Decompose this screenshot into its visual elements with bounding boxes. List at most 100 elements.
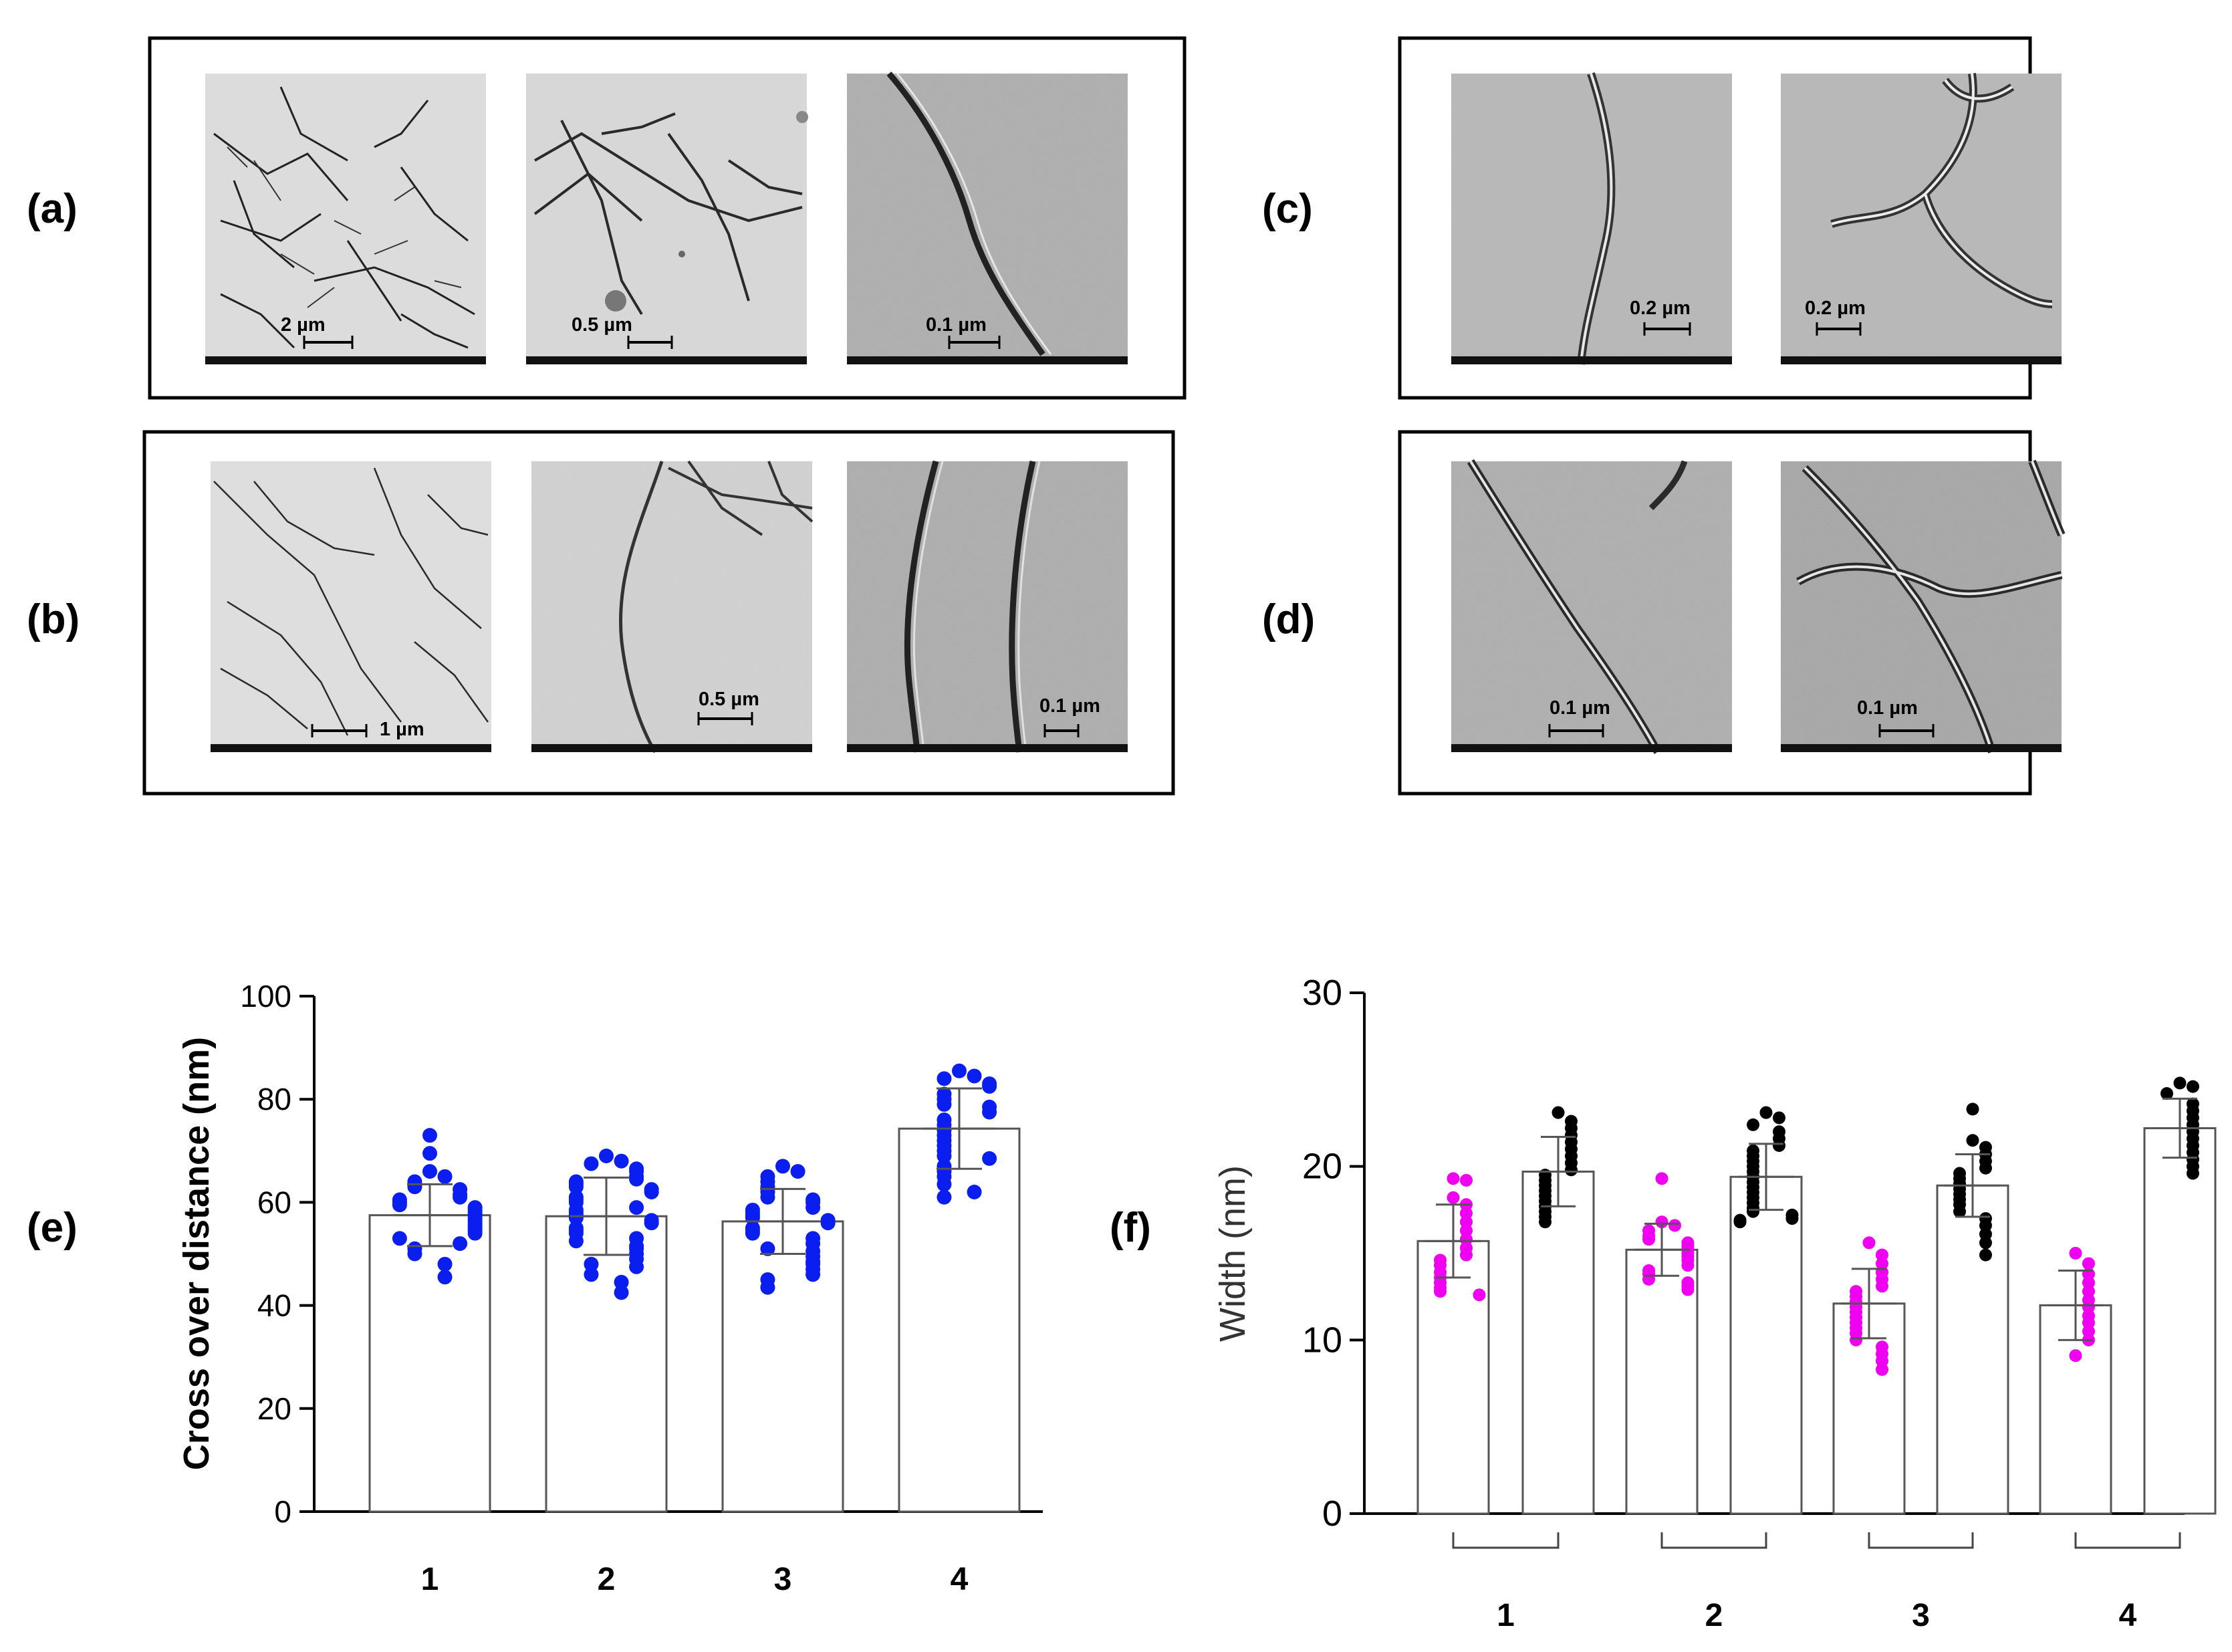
chart-e-point (967, 1068, 982, 1084)
scale-bar-a1: 2 µm (281, 314, 326, 336)
chart-e-point (614, 1285, 629, 1300)
chart-f-point (2082, 1285, 2095, 1298)
chart-e-y-label: Cross over distance (nm) (176, 1037, 217, 1470)
chart-f-point (1772, 1111, 1785, 1125)
chart-f-point (2082, 1257, 2095, 1270)
chart-e-y-tick-label: 60 (257, 1185, 291, 1219)
chart-f-point (1850, 1333, 1863, 1346)
chart-f-point (1979, 1161, 1992, 1175)
chart-e-point (644, 1215, 659, 1231)
chart-f-point (1979, 1236, 1992, 1250)
chart-e-point (422, 1128, 437, 1143)
chart-e-bar (545, 1215, 668, 1513)
chart-f-point (1552, 1106, 1565, 1119)
panel-b-frame (142, 430, 1175, 796)
chart-f-point (1447, 1191, 1460, 1204)
chart-e-point (820, 1215, 836, 1231)
chart-e-point (982, 1078, 997, 1094)
chart-f-y-tick-label: 0 (1322, 1494, 1342, 1534)
micrograph-d2: 0.1 µm (1781, 459, 2066, 753)
chart-e-point (967, 1184, 982, 1199)
chart-e-error-bar (570, 1176, 643, 1256)
chart-f-point (1979, 1219, 1992, 1232)
chart-e-point (937, 1096, 952, 1112)
chart-f-group-bracket (1660, 1532, 1767, 1549)
chart-f-point (1772, 1139, 1785, 1153)
chart-f-error-bar (1634, 1222, 1690, 1277)
chart-f-point (1681, 1283, 1695, 1296)
chart-f-error-bar (1530, 1136, 1586, 1207)
chart-f-point (1966, 1134, 1979, 1147)
chart-f-point (1979, 1227, 1992, 1241)
chart-f-point (1459, 1233, 1473, 1246)
chart-e-point (407, 1246, 422, 1262)
chart-f-group-bracket (2074, 1532, 2181, 1549)
chart-e-point (644, 1184, 659, 1199)
chart-e-category-label: 4 (951, 1562, 969, 1597)
chart-f-point (1733, 1215, 1747, 1229)
chart-f-point (1539, 1215, 1552, 1229)
micrograph-b1: 1 µm (211, 461, 491, 752)
chart-e-bar (898, 1127, 1021, 1513)
chart-f-point (1459, 1173, 1473, 1187)
chart-f-bar (1936, 1184, 2009, 1515)
micrograph-c2: 0.2 µm (1781, 73, 2062, 364)
scale-bar-c2: 0.2 µm (1805, 298, 1866, 319)
chart-f-point (1655, 1172, 1668, 1185)
chart-f-point (1875, 1363, 1888, 1376)
chart-f-point (2082, 1324, 2095, 1338)
chart-f-point (1668, 1219, 1681, 1232)
chart-f-point (2082, 1276, 2095, 1290)
chart-e-point (790, 1164, 805, 1179)
chart-f-point (1785, 1212, 1799, 1225)
chart-f-error-bar (1425, 1203, 1481, 1279)
chart-f-y-tick-label: 30 (1302, 973, 1342, 1013)
chart-f-point (1747, 1205, 1760, 1218)
chart-f-point (2069, 1247, 2082, 1260)
chart-e-point (629, 1171, 644, 1187)
micrograph-a2: 0.5 µm (526, 74, 808, 364)
chart-f-point (2082, 1300, 2095, 1314)
chart-e-error-bar (393, 1183, 467, 1248)
chart-e-y-tick-label: 100 (240, 979, 291, 1014)
scale-bar-a2: 0.5 µm (572, 314, 632, 336)
chart-f-bar (2143, 1127, 2217, 1515)
chart-f-point (1459, 1224, 1473, 1237)
chart-e-point (453, 1236, 468, 1252)
chart-e-point (568, 1210, 584, 1225)
scale-bar-d1: 0.1 µm (1549, 697, 1610, 719)
chart-e-error-bar (922, 1087, 996, 1170)
scale-bar-a3: 0.1 µm (926, 314, 987, 336)
chart-f: Width (nm) 0 10 20 30 1 2 3 4 (1213, 973, 2217, 1633)
panel-b-label: (b) (27, 596, 80, 642)
chart-e-point (599, 1149, 614, 1164)
chart-f-bar (1625, 1248, 1699, 1515)
micrograph-b3: 0.1 µm (847, 460, 1128, 753)
chart-e: Cross over distance (nm) 0 20 40 60 80 100 1 2… (176, 979, 1043, 1597)
panel-e-label: (e) (27, 1205, 78, 1251)
chart-f-point (1875, 1257, 1888, 1270)
chart-f-category-label: 4 (2119, 1598, 2137, 1633)
chart-f-y-tick-label: 20 (1302, 1147, 1342, 1187)
chart-e-point (437, 1270, 453, 1285)
chart-e-y-tick-label: 40 (257, 1288, 291, 1323)
chart-e-y-tick-label: 80 (257, 1082, 291, 1116)
chart-f-point (1473, 1288, 1486, 1302)
chart-f-category-label: 3 (1912, 1598, 1930, 1633)
chart-f-error-bar (1738, 1143, 1794, 1211)
chart-f-point (1434, 1285, 1447, 1298)
chart-f-point (1681, 1259, 1695, 1272)
chart-f-error-bar (2152, 1097, 2208, 1159)
chart-f-point (1747, 1118, 1760, 1131)
chart-e-category-label: 2 (598, 1562, 616, 1597)
chart-f-y-tick-label: 10 (1302, 1320, 1342, 1360)
micrograph-d1: 0.1 µm (1451, 459, 1732, 754)
chart-e-point (453, 1189, 468, 1205)
chart-e-point (805, 1200, 821, 1215)
chart-e-point (937, 1177, 952, 1192)
chart-f-bar (1729, 1175, 1803, 1515)
chart-f-point (2173, 1076, 2187, 1090)
chart-e-point (614, 1274, 629, 1290)
chart-f-error-bar (1945, 1153, 2001, 1218)
